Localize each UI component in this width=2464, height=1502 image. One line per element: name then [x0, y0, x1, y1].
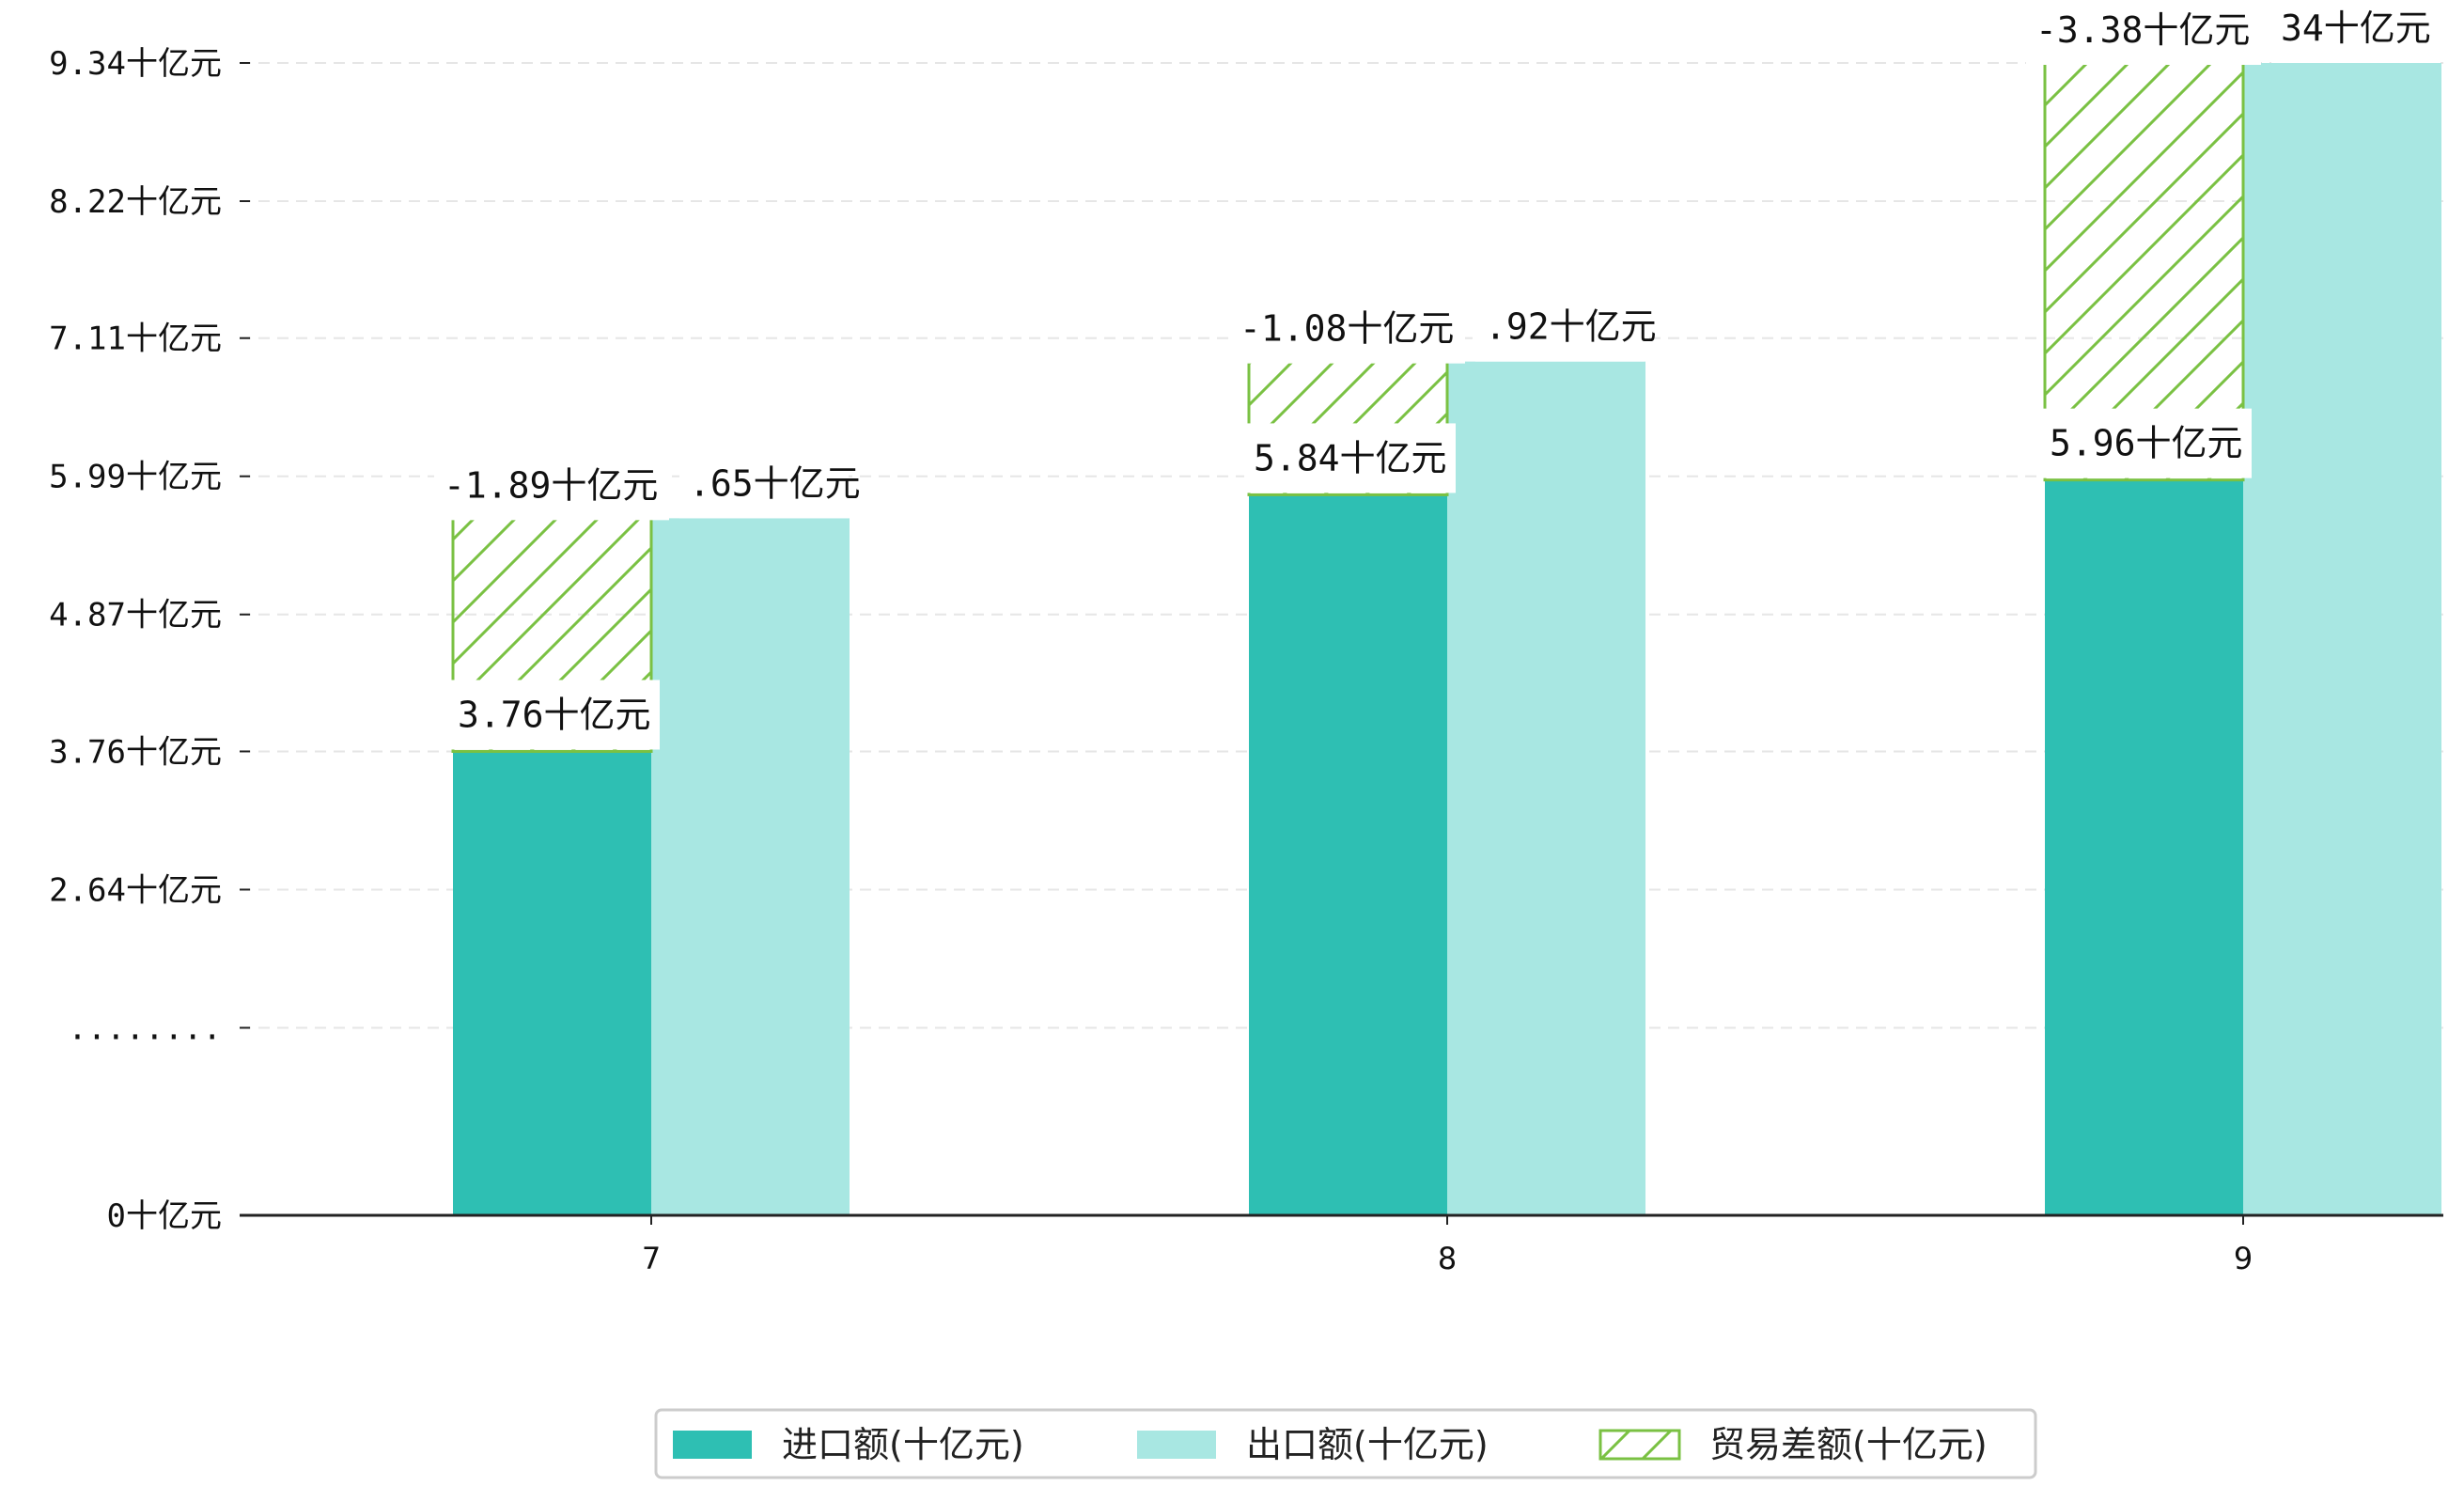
- axes-layer: 0十亿元........ 2.64十亿元 3.76十亿元 4.87十亿元 5.99十亿元…: [49, 45, 2443, 1276]
- import-data-label-box: [2040, 408, 2252, 478]
- import-bar: [2045, 479, 2243, 1215]
- balance-data-label: -1.08十亿元: [1240, 308, 1454, 350]
- x-tick-label: 8: [1438, 1241, 1457, 1276]
- legend-balance-swatch: [1598, 1429, 1681, 1461]
- export-data-label: 34十亿元: [2281, 8, 2431, 49]
- export-data-label-box: [2271, 0, 2441, 63]
- export-data-label-box: [679, 448, 849, 519]
- y-tick-label: 4.87十亿元: [49, 597, 222, 634]
- y-tick-label: 7.11十亿元: [49, 321, 222, 358]
- y-tick-label: 5.99十亿元: [49, 459, 222, 496]
- import-bar: [1249, 494, 1447, 1215]
- legend-frame: [654, 1408, 2037, 1479]
- import-data-label-box: [448, 680, 660, 750]
- balance-data-label: -3.38十亿元: [2035, 9, 2250, 51]
- import-data-label: 5.96十亿元: [2050, 423, 2243, 464]
- legend-export-label: 出口额(十亿元): [1246, 1424, 1489, 1465]
- bars-layer: [451, 61, 2441, 1216]
- legend-import-label: 进口额(十亿元): [782, 1424, 1024, 1465]
- export-bar: [651, 518, 850, 1215]
- balance-data-label: -1.89十亿元: [444, 464, 658, 506]
- legend-balance-label: 贸易差额(十亿元): [1709, 1424, 1988, 1465]
- y-tick-label: ........: [68, 1009, 222, 1047]
- y-tick-label: 2.64十亿元: [49, 871, 222, 909]
- x-tick-label: 9: [2234, 1241, 2253, 1276]
- import-bar: [453, 751, 651, 1215]
- legend-import-swatch: [673, 1431, 752, 1459]
- export-bar: [1447, 361, 1645, 1216]
- legend: 进口额(十亿元) 出口额(十亿元) 贸易差额(十亿元): [654, 1408, 2037, 1479]
- balance-data-label-box: [2026, 0, 2261, 65]
- legend-export-swatch: [1137, 1431, 1216, 1459]
- balance-data-label-box: [434, 450, 669, 521]
- export-data-label-box: [1475, 291, 1645, 362]
- balance-data-label-box: [1230, 293, 1465, 364]
- export-data-label: .65十亿元: [689, 462, 861, 504]
- data-labels-layer: .65十亿元 -1.89十亿元 3.76十亿元 .92十亿元 -1.08十亿元 5.84十…: [434, 0, 2441, 750]
- import-data-label: 5.84十亿元: [1254, 437, 1447, 478]
- y-tick-label: 0十亿元: [107, 1197, 222, 1235]
- y-tick-label: 8.22十亿元: [49, 183, 222, 221]
- y-tick-label: 3.76十亿元: [49, 733, 222, 771]
- export-bar: [2243, 63, 2441, 1215]
- import-data-label-box: [1244, 423, 1456, 493]
- x-tick-label: 7: [642, 1241, 661, 1276]
- import-data-label: 3.76十亿元: [458, 694, 651, 735]
- y-tick-label: 9.34十亿元: [49, 45, 222, 83]
- export-data-label: .92十亿元: [1485, 306, 1657, 348]
